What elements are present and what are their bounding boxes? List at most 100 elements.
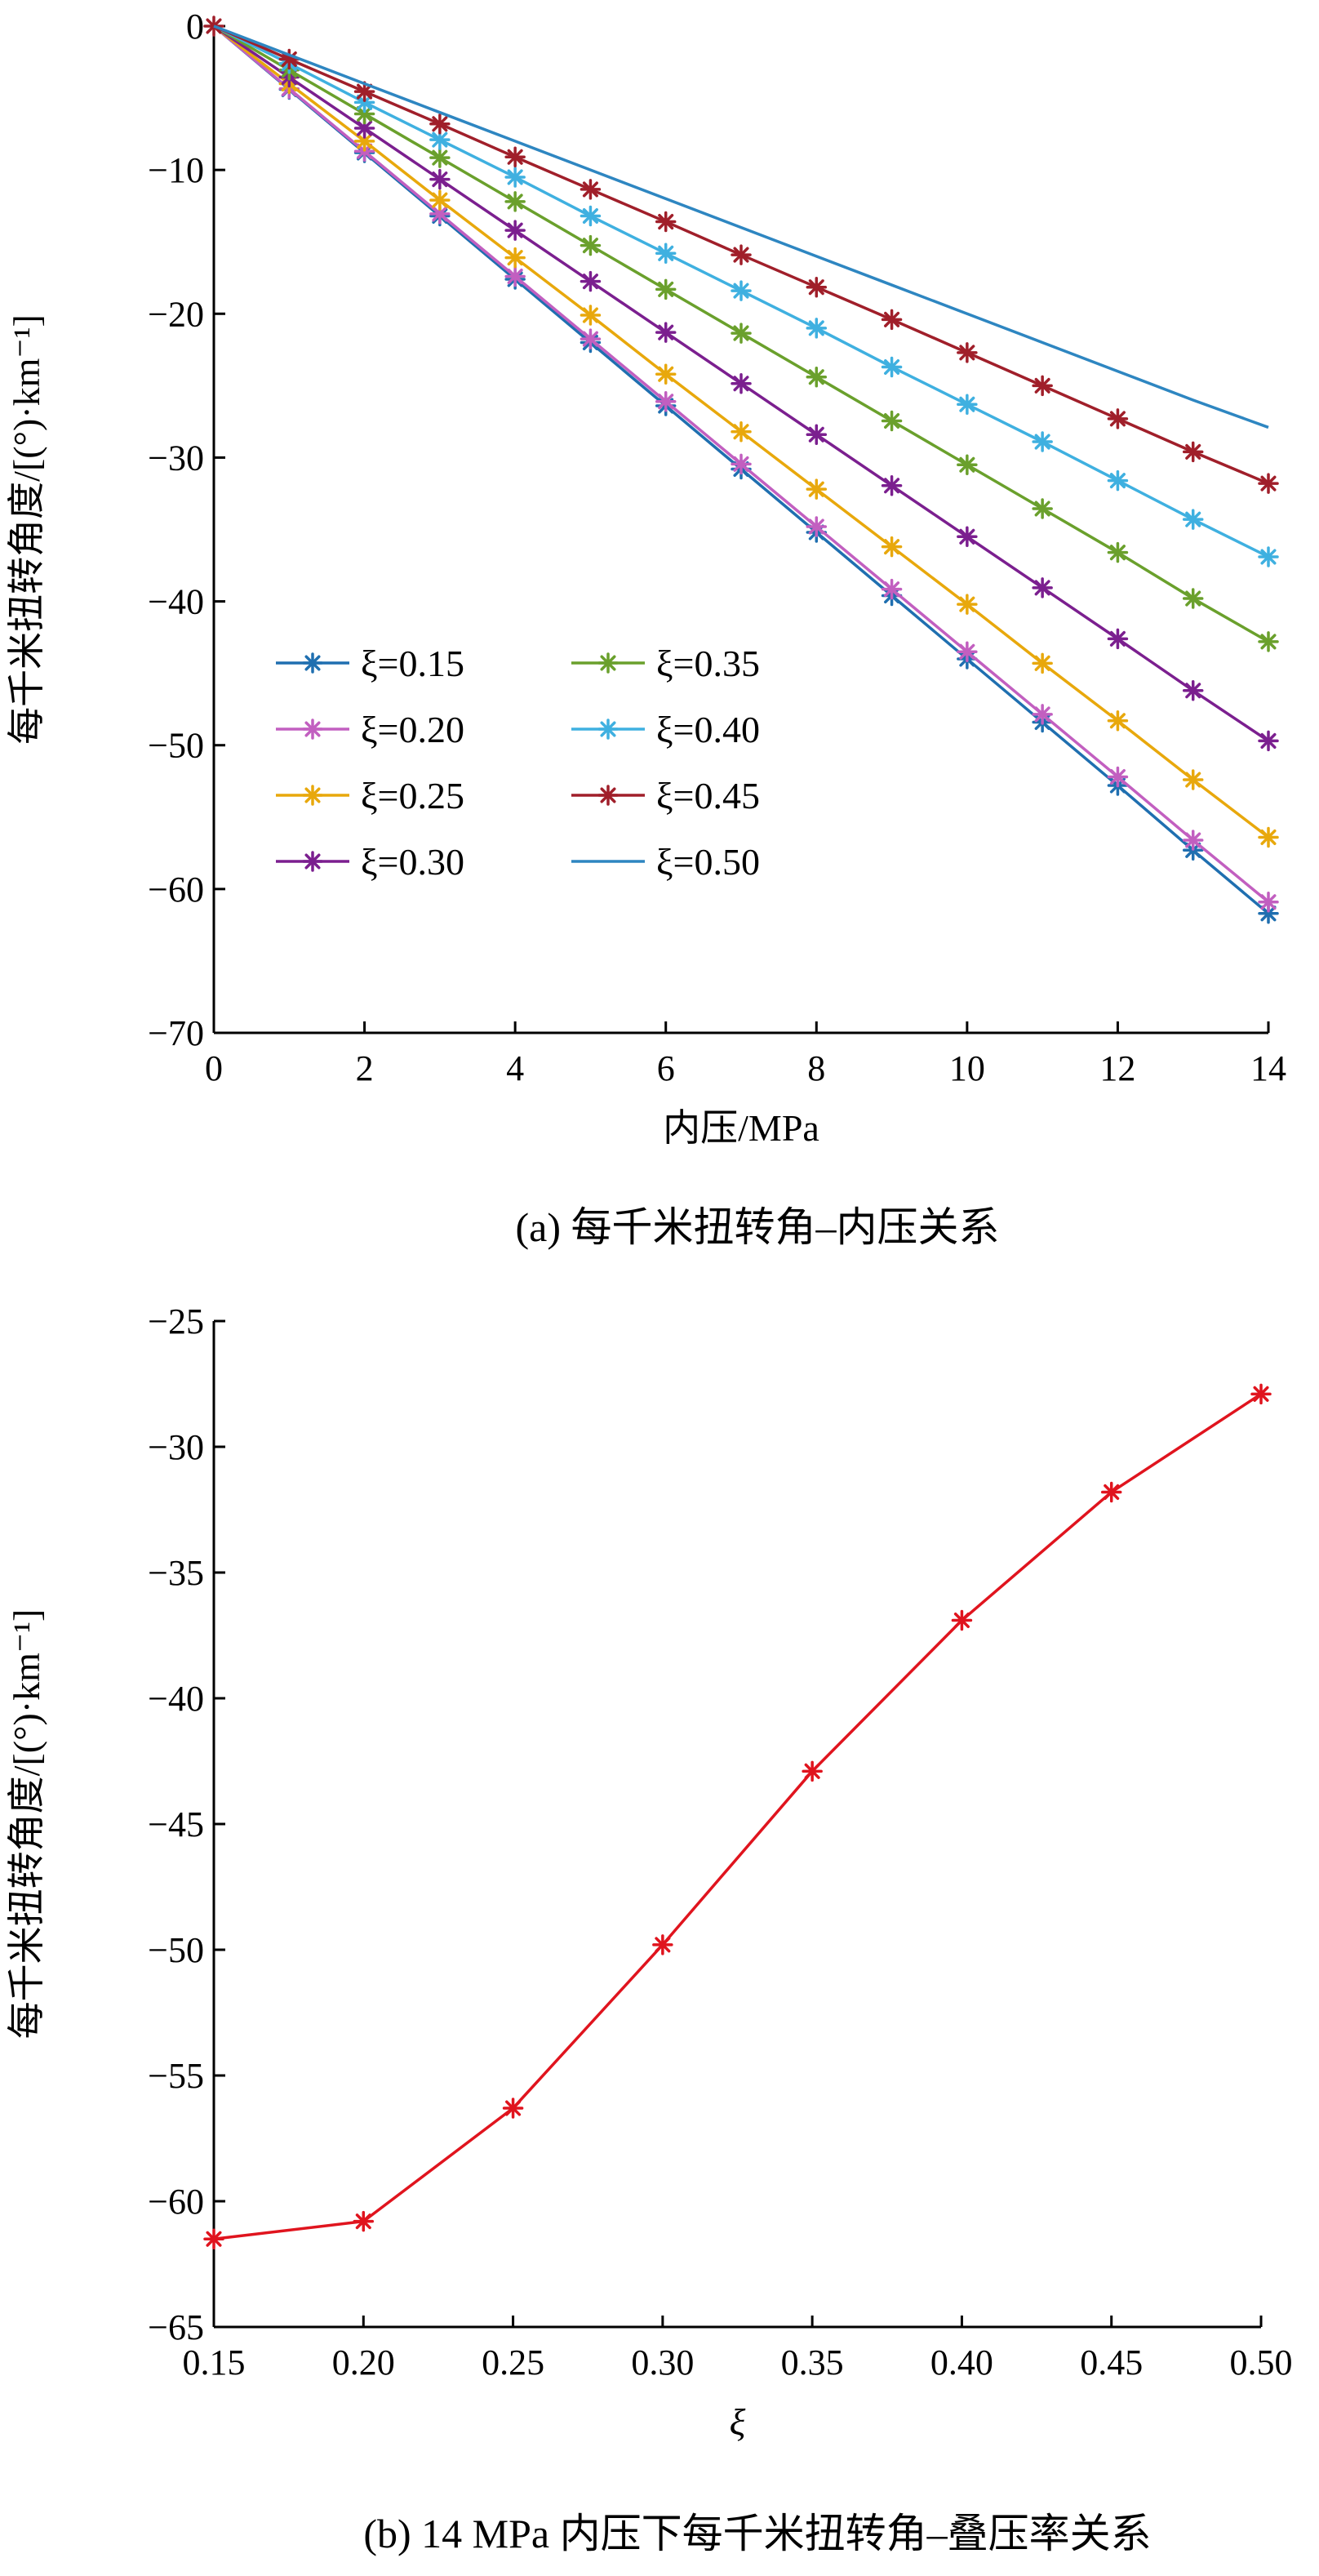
legend-label: ξ=0.30 [361,841,464,883]
y-tick-label: −70 [148,1013,204,1053]
data-point [580,328,602,349]
x-axis-label: ξ [730,2401,746,2443]
data-point [655,211,677,233]
data-point [731,453,752,475]
data-point [1032,652,1053,674]
y-axis-label: 每千米扭转角度/[(°)·km⁻¹] [6,1609,47,2040]
x-tick-label: 0.25 [482,2342,544,2382]
x-tick-label: 0.35 [781,2342,844,2382]
data-point [1182,830,1204,851]
data-point [1032,577,1053,598]
data-point [429,129,451,150]
data-point [957,594,978,615]
y-axis-label: 每千米扭转角度/[(°)·km⁻¹] [6,314,47,745]
data-point [1258,730,1279,752]
data-point [353,2210,375,2232]
data-point [652,1934,673,1955]
y-tick-label: −35 [148,1553,204,1593]
y-tick-label: −30 [148,438,204,478]
x-tick-label: 4 [506,1048,524,1088]
series-6 [213,24,1279,567]
y-tick-label: −55 [148,2056,204,2096]
data-point [655,390,677,412]
x-tick-label: 0.15 [183,2342,246,2382]
y-tick-label: −40 [148,582,204,622]
series-5 [213,24,1279,652]
x-tick-label: 0.40 [930,2342,993,2382]
y-tick-label: −20 [148,294,204,334]
y-tick-label: −10 [148,150,204,190]
data-point [1032,431,1053,452]
data-point [731,323,752,344]
caption-a: (a) 每千米扭转角–内压关系 [516,1204,1000,1250]
series-4 [213,24,1279,752]
x-tick-label: 12 [1099,1048,1135,1088]
series-7 [203,16,1279,494]
data-point [1100,1481,1122,1503]
y-tick-label: −30 [148,1427,204,1467]
data-point [580,205,602,227]
x-tick-label: 14 [1250,1048,1286,1088]
legend-label: ξ=0.40 [656,709,760,750]
data-point [806,318,828,339]
x-tick-label: 0 [205,1048,223,1088]
x-tick-label: 0.50 [1230,2342,1293,2382]
data-point [806,516,828,537]
y-tick-label: −50 [148,726,204,766]
data-point [1107,469,1129,492]
data-point [1107,628,1129,650]
data-point [353,91,375,113]
series-8 [213,24,1269,429]
data-point [580,305,602,326]
data-point [655,242,677,265]
data-point [504,191,526,212]
data-point [1032,375,1053,397]
data-point [580,179,602,200]
data-point [1258,631,1279,652]
data-point [504,220,526,241]
data-point [580,270,602,292]
data-point [957,454,978,475]
data-point [806,424,828,445]
data-point [1258,473,1279,494]
data-point [881,578,903,600]
legend-item: ξ=0.45 [571,775,760,816]
data-point [429,113,451,135]
data-point [504,146,526,168]
legend-swatch-marker [302,851,323,872]
y-tick-label: −60 [148,870,204,910]
data-point [951,1609,973,1631]
legend-label: ξ=0.20 [361,709,464,750]
data-point [881,475,903,496]
data-point [806,367,828,388]
data-point [731,280,752,301]
y-tick-label: −60 [148,2182,204,2222]
x-tick-label: 0.45 [1080,2342,1143,2382]
legend-item: ξ=0.15 [276,643,464,684]
series-3 [212,24,1279,848]
data-point [1258,891,1279,913]
data-point [881,309,903,331]
chart-a: 0 2 4 6 8 10 12 14 0 −10 −20 −30 −40 −50 −60 −70 内压/MPa 每… [6,7,1286,1149]
y-tick-label: 0 [186,7,204,47]
data-point [278,48,300,70]
data-point [1250,1383,1272,1405]
data-point [1258,826,1279,848]
data-point [1258,546,1279,567]
data-point [504,247,526,269]
x-axis-label: 内压/MPa [663,1107,819,1149]
y-tick-label: −40 [148,1679,204,1719]
data-point [203,2228,224,2249]
data-point [504,167,526,188]
legend-swatch-marker [302,652,323,674]
data-point [203,16,224,37]
legend-swatch-marker [302,719,323,740]
x-tick-label: 0.20 [332,2342,395,2382]
legend-swatch-marker [597,719,619,740]
data-point [731,420,752,443]
data-point [1032,498,1053,519]
data-point [1182,769,1204,790]
data-point [502,2098,524,2119]
data-point [655,278,677,300]
legend-item: ξ=0.40 [571,709,760,750]
